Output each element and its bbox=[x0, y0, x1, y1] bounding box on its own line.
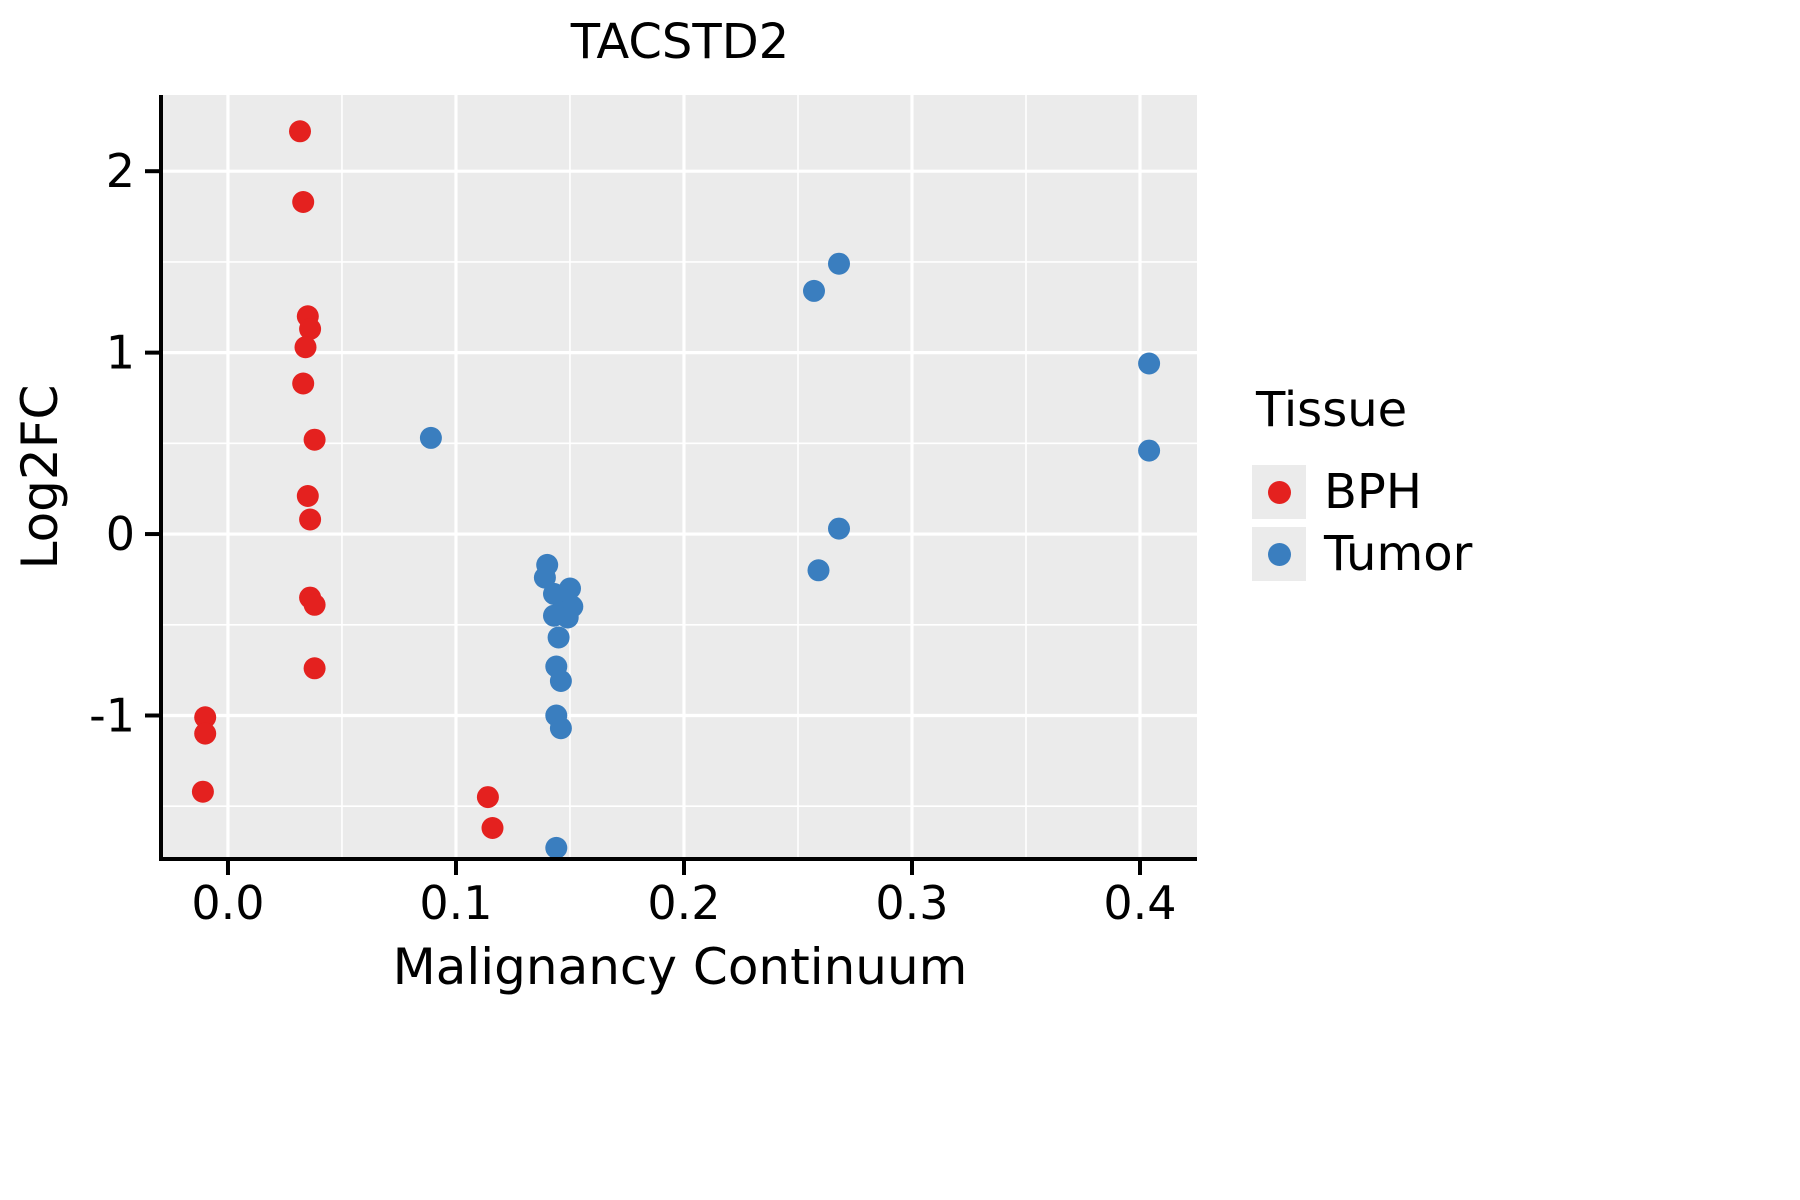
legend-label-tumor: Tumor bbox=[1324, 526, 1473, 582]
svg-text:0.4: 0.4 bbox=[1103, 876, 1176, 930]
x-axis-title: Malignancy Continuum bbox=[392, 938, 968, 996]
svg-text:0.0: 0.0 bbox=[191, 876, 264, 930]
svg-text:0.2: 0.2 bbox=[647, 876, 720, 930]
y-axis-title: Log2FC bbox=[11, 384, 69, 570]
chart-title: TACSTD2 bbox=[570, 14, 790, 70]
tumor-marker-icon bbox=[1267, 542, 1291, 566]
svg-text:1: 1 bbox=[106, 326, 135, 380]
legend-key-box bbox=[1252, 527, 1306, 581]
legend: Tissue BPH Tumor bbox=[1252, 382, 1472, 588]
svg-text:0: 0 bbox=[106, 507, 135, 561]
legend-title: Tissue bbox=[1256, 382, 1408, 438]
svg-text:-1: -1 bbox=[89, 688, 135, 742]
legend-item-bph: BPH bbox=[1252, 464, 1472, 520]
svg-text:0.1: 0.1 bbox=[419, 876, 492, 930]
legend-key-box bbox=[1252, 465, 1306, 519]
legend-label-bph: BPH bbox=[1324, 464, 1422, 520]
legend-item-tumor: Tumor bbox=[1252, 526, 1472, 582]
svg-text:0.3: 0.3 bbox=[875, 876, 948, 930]
svg-text:2: 2 bbox=[106, 144, 135, 198]
bph-marker-icon bbox=[1267, 480, 1291, 504]
